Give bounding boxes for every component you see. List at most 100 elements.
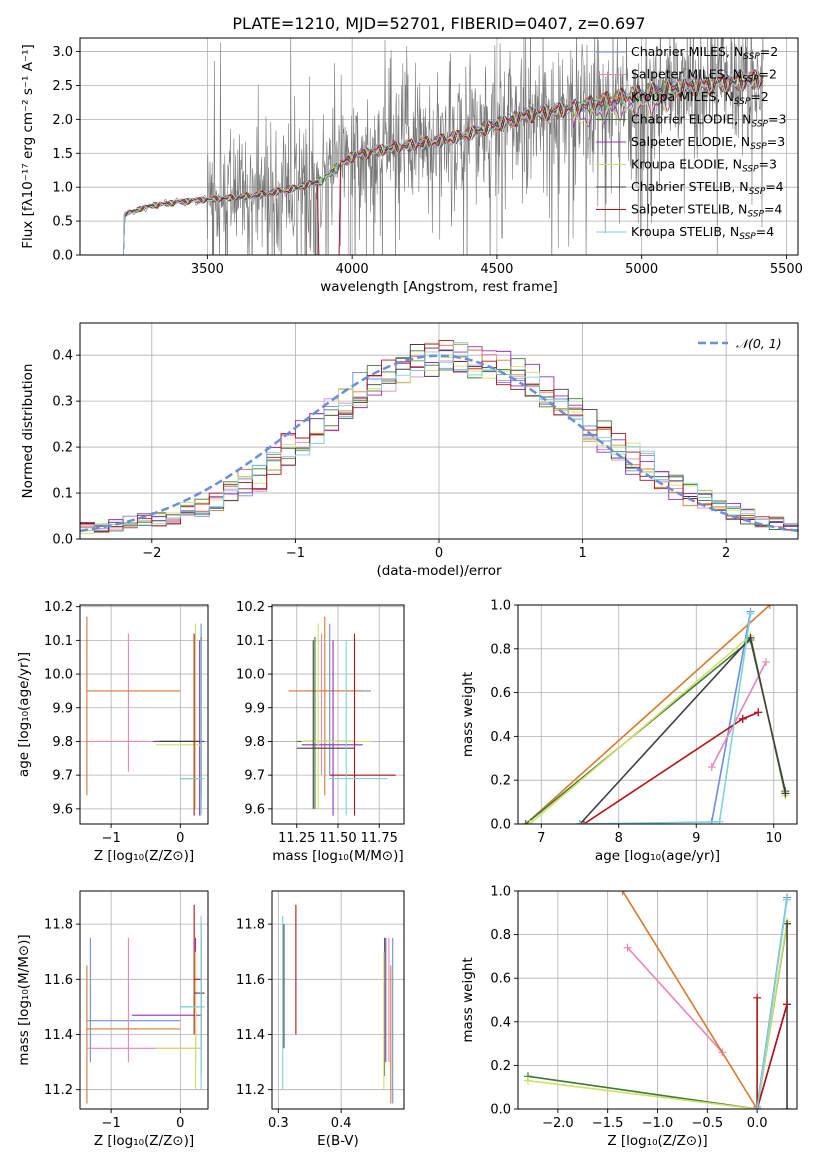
y-tick-label: 1.0 — [490, 599, 511, 614]
y-tick-label: 11.4 — [44, 1028, 73, 1043]
x-axis-label: (data-model)/error — [376, 563, 502, 579]
error-point — [180, 640, 205, 816]
error-point — [329, 633, 396, 816]
axes-frame — [79, 322, 799, 540]
x-axis-label: age [log₁₀(age/yr)] — [595, 848, 720, 864]
axes-residuals: −2 −1 0 1 2 0.0 0.1 0.2 0.3 0.4 (data-model)/error… — [20, 322, 799, 579]
y-tick-label: 9.6 — [52, 802, 73, 817]
mass-weight-line — [710, 611, 752, 822]
error-point — [86, 965, 181, 1104]
axes-frame — [517, 604, 798, 825]
x-tick-label: −2.0 — [542, 1116, 574, 1131]
plot-area-spectrum — [120, 38, 764, 255]
legend: 𝒩(0, 1) — [698, 336, 782, 351]
y-tick-label: 11.6 — [236, 973, 265, 988]
error-point — [86, 937, 181, 1063]
x-tick-label: 5000 — [625, 262, 658, 277]
y-tick-label: 3.0 — [52, 45, 73, 60]
axes-mass-vs-Z: −1 0 11.2 11.4 11.6 11.8 Z [log₁₀(Z/Z⊙)] mass [… — [16, 890, 209, 1149]
x-tick-label: 4000 — [336, 262, 369, 277]
mass-weight-marker — [753, 993, 762, 1002]
grid-age-vs-Z — [80, 605, 208, 824]
mass-weight-marker — [746, 633, 755, 642]
y-tick-label: 1.0 — [490, 885, 511, 900]
grid-mass-vs-ebv — [272, 891, 404, 1109]
mass-weight-marker — [783, 1000, 792, 1009]
y-tick-label: 0.4 — [52, 349, 73, 364]
error-point — [156, 623, 202, 809]
error-point — [156, 951, 202, 1090]
x-tick-label: −1.5 — [592, 1116, 624, 1131]
axes-age-vs-mass: 11.25 11.50 11.75 9.6 9.7 9.8 9.9 10.0 10.1 10.2 m… — [236, 600, 405, 864]
y-tick-label: 0.8 — [490, 642, 511, 657]
error-point — [131, 937, 202, 1063]
x-tick-label: 7 — [537, 831, 545, 846]
y-tick-label: 11.2 — [236, 1083, 265, 1098]
y-tick-label: 10.2 — [44, 600, 73, 615]
x-tick-label: −0.5 — [692, 1116, 724, 1131]
model-spectrum — [120, 69, 764, 255]
mass-weight-line — [756, 899, 788, 1109]
axes-frame — [79, 604, 209, 825]
x-tick-label: 0.3 — [268, 1116, 289, 1131]
y-tick-label: 11.6 — [44, 973, 73, 988]
mass-weight-line — [527, 921, 788, 1109]
mass-weight-marker — [523, 1076, 532, 1085]
x-tick-label: 8 — [615, 831, 623, 846]
mass-weight-line — [525, 605, 771, 824]
legend-entry: Kroupa MILES, NSSP=2 — [631, 89, 769, 107]
mass-weight-marker — [762, 657, 770, 666]
y-tick-label: 0.6 — [490, 972, 511, 987]
error-point — [329, 640, 388, 816]
y-tick-label: 2.0 — [52, 113, 73, 128]
plot-area-massweight-vs-Z — [523, 891, 792, 1109]
legend: Chabrier MILES, NSSP=2 Salpeter MILES, NS… — [596, 44, 786, 242]
error-point — [296, 640, 355, 809]
x-tick-label: 0 — [176, 831, 184, 846]
mass-weight-marker — [746, 609, 755, 618]
y-tick-label: 0.0 — [490, 1103, 511, 1118]
x-tick-label: 10 — [765, 831, 782, 846]
error-point — [180, 915, 205, 1090]
y-tick-label: 0.2 — [52, 441, 73, 456]
y-tick-label: 0.0 — [52, 533, 73, 548]
x-tick-label: 3500 — [191, 262, 224, 277]
y-tick-label: 10.1 — [236, 634, 265, 649]
x-tick-label: 9 — [692, 831, 700, 846]
x-axis-label: Z [log₁₀(Z/Z⊙)] — [94, 1133, 194, 1149]
legend-entry: 𝒩(0, 1) — [736, 336, 782, 351]
y-tick-label: 1.5 — [52, 147, 73, 162]
mass-weight-line — [529, 634, 787, 824]
grid-age-vs-mass — [272, 605, 404, 824]
y-tick-label: 2.5 — [52, 79, 73, 94]
x-tick-label: −1 — [102, 831, 121, 846]
plot-area-age-vs-Z — [86, 616, 205, 816]
x-tick-label: 0 — [435, 546, 443, 561]
mass-weight-marker — [521, 820, 530, 824]
legend-entry: Chabrier MILES, NSSP=2 — [631, 44, 778, 62]
axes-spectrum: 3500 4000 4500 5000 5500 0.0 0.5 1.0 1.5 2.0 2.5 3.… — [20, 37, 803, 295]
plot-area-mass-vs-Z — [86, 904, 205, 1104]
observed-spectrum — [120, 38, 764, 255]
x-tick-label: −2 — [142, 546, 161, 561]
mass-weight-marker — [707, 763, 716, 772]
axes-frame — [271, 604, 405, 825]
y-tick-label: 0.0 — [52, 249, 73, 264]
y-tick-label: 0.6 — [490, 686, 511, 701]
axes-age-vs-Z: −1 0 9.6 9.7 9.8 9.9 10.0 10.1 10.2 Z [log₁₀(Z/Z⊙… — [16, 600, 209, 864]
x-tick-label: 5500 — [770, 262, 803, 277]
x-axis-label: wavelength [Angstrom, rest frame] — [320, 279, 558, 295]
y-axis-label: mass weight — [460, 957, 476, 1042]
mass-weight-marker — [738, 714, 747, 723]
y-axis-label: mass weight — [460, 672, 476, 757]
y-tick-label: 0.1 — [52, 487, 73, 502]
y-tick-label: 9.6 — [244, 802, 265, 817]
x-tick-label: 0 — [176, 1116, 184, 1131]
y-tick-label: 0.3 — [52, 395, 73, 410]
axes-frame — [79, 890, 209, 1110]
y-tick-label: 9.7 — [244, 769, 265, 784]
y-tick-label: 0.4 — [490, 730, 511, 745]
legend-entry: Chabrier ELODIE, NSSP=3 — [631, 112, 786, 130]
error-point — [180, 633, 202, 816]
error-point — [301, 640, 363, 816]
